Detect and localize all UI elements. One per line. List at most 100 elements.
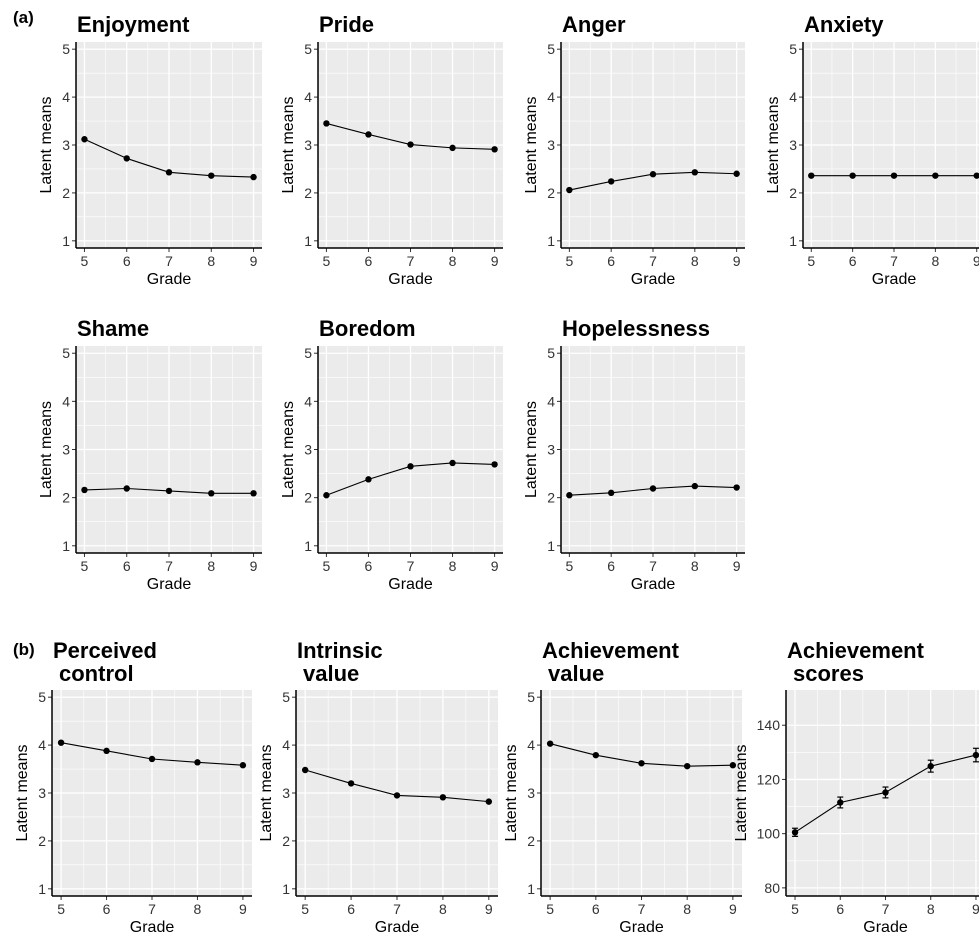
- y-tick-label: 5: [62, 345, 70, 361]
- chart-title: Achievement scores: [787, 638, 925, 686]
- data-point: [649, 171, 657, 178]
- data-point: [491, 146, 498, 153]
- y-tick-label: 4: [38, 737, 46, 753]
- data-point: [607, 489, 615, 497]
- data-point: [808, 172, 815, 179]
- y-tick-label: 2: [282, 833, 290, 849]
- x-tick-label: 5: [791, 901, 799, 917]
- data-point: [81, 486, 88, 494]
- x-tick-label: 9: [973, 253, 979, 269]
- chart-title: Boredom: [319, 316, 416, 341]
- data-point: [239, 762, 247, 769]
- y-tick-label: 5: [547, 41, 555, 57]
- data-point: [566, 492, 573, 499]
- data-point: [733, 484, 740, 491]
- data-point: [123, 155, 130, 162]
- y-tick-label: 5: [789, 41, 797, 57]
- data-point: [485, 798, 493, 805]
- data-point: [691, 482, 699, 490]
- y-tick-label: 1: [304, 233, 312, 249]
- x-tick-label: 5: [323, 558, 331, 574]
- small-multiples: 5 6 7 8 9 1 2 3 4 5 Enjoyment Grade Latent means 5 6 7 8…: [14, 12, 979, 936]
- data-point: [148, 755, 156, 763]
- x-axis-label: Grade: [147, 576, 192, 593]
- data-point: [927, 762, 934, 770]
- data-point: [407, 463, 414, 470]
- data-point: [973, 172, 979, 179]
- chart-10: 5 6 7 8 9 1 2 3 4 5 Achievement value Grade Latent me…: [503, 638, 742, 936]
- data-point: [607, 178, 615, 185]
- data-point: [882, 789, 889, 796]
- chart-2: 5 6 7 8 9 1 2 3 4 5 Pride Grade Latent means: [280, 12, 503, 288]
- x-tick-label: 8: [931, 253, 939, 269]
- x-tick-label: 7: [165, 253, 173, 269]
- x-axis-label: Grade: [147, 271, 192, 288]
- y-axis-label: Latent means: [38, 401, 55, 498]
- y-axis-label: Latent means: [523, 97, 540, 194]
- y-tick-label: 4: [547, 393, 555, 409]
- y-tick-label: 2: [547, 185, 555, 201]
- data-point: [791, 829, 799, 836]
- x-tick-label: 5: [301, 901, 309, 917]
- data-point: [932, 172, 939, 179]
- chart-title: Hopelessness: [562, 316, 710, 341]
- x-tick-label: 7: [890, 253, 898, 269]
- panel-label-b: (b): [13, 640, 35, 659]
- data-point: [683, 762, 691, 770]
- y-axis-label: Latent means: [765, 97, 782, 194]
- data-point: [208, 172, 215, 179]
- x-tick-label: 5: [546, 901, 554, 917]
- chart-title: Pride: [319, 12, 374, 37]
- y-tick-label: 3: [547, 442, 555, 458]
- y-tick-label: 5: [38, 689, 46, 705]
- y-tick-label: 4: [527, 737, 535, 753]
- data-point: [972, 751, 979, 759]
- y-tick-label: 1: [527, 881, 535, 897]
- y-tick-label: 1: [547, 233, 555, 249]
- y-axis-label: Latent means: [733, 745, 750, 842]
- y-tick-label: 4: [282, 737, 290, 753]
- x-tick-label: 6: [103, 901, 111, 917]
- chart-7: 5 6 7 8 9 1 2 3 4 5 Hopelessness Grade Latent means: [523, 316, 745, 593]
- x-tick-label: 9: [239, 901, 247, 917]
- data-point: [103, 747, 110, 755]
- x-tick-label: 6: [607, 558, 615, 574]
- y-tick-label: 2: [62, 490, 70, 506]
- x-tick-label: 7: [638, 901, 646, 917]
- x-tick-label: 6: [123, 253, 131, 269]
- data-point: [439, 794, 447, 801]
- data-point: [365, 476, 372, 483]
- y-tick-label: 3: [527, 785, 535, 801]
- x-tick-label: 7: [649, 253, 657, 269]
- x-tick-label: 5: [57, 901, 65, 917]
- y-axis-label: Latent means: [258, 745, 275, 842]
- y-tick-label: 5: [304, 345, 312, 361]
- data-point: [323, 120, 330, 127]
- x-tick-label: 7: [148, 901, 156, 917]
- data-point: [649, 485, 657, 492]
- y-tick-label: 4: [547, 89, 555, 105]
- x-tick-label: 5: [81, 253, 89, 269]
- x-tick-label: 6: [123, 558, 131, 574]
- x-tick-label: 7: [649, 558, 657, 574]
- y-tick-label: 5: [304, 41, 312, 57]
- x-tick-label: 5: [323, 253, 331, 269]
- chart-title: Enjoyment: [77, 12, 190, 37]
- y-tick-label: 120: [757, 771, 781, 787]
- y-axis-label: Latent means: [280, 401, 297, 498]
- x-tick-label: 8: [194, 901, 202, 917]
- x-tick-label: 5: [565, 558, 573, 574]
- x-tick-label: 5: [81, 558, 89, 574]
- x-tick-label: 7: [393, 901, 401, 917]
- data-point: [365, 131, 372, 138]
- y-tick-label: 3: [62, 442, 70, 458]
- data-point: [347, 780, 355, 787]
- x-tick-label: 7: [407, 558, 415, 574]
- y-tick-label: 2: [62, 185, 70, 201]
- data-point: [165, 487, 173, 495]
- x-axis-label: Grade: [631, 576, 676, 593]
- chart-1: 5 6 7 8 9 1 2 3 4 5 Enjoyment Grade Latent means: [38, 12, 262, 288]
- x-tick-label: 9: [972, 901, 979, 917]
- y-axis-label: Latent means: [523, 401, 540, 498]
- data-point: [301, 766, 309, 774]
